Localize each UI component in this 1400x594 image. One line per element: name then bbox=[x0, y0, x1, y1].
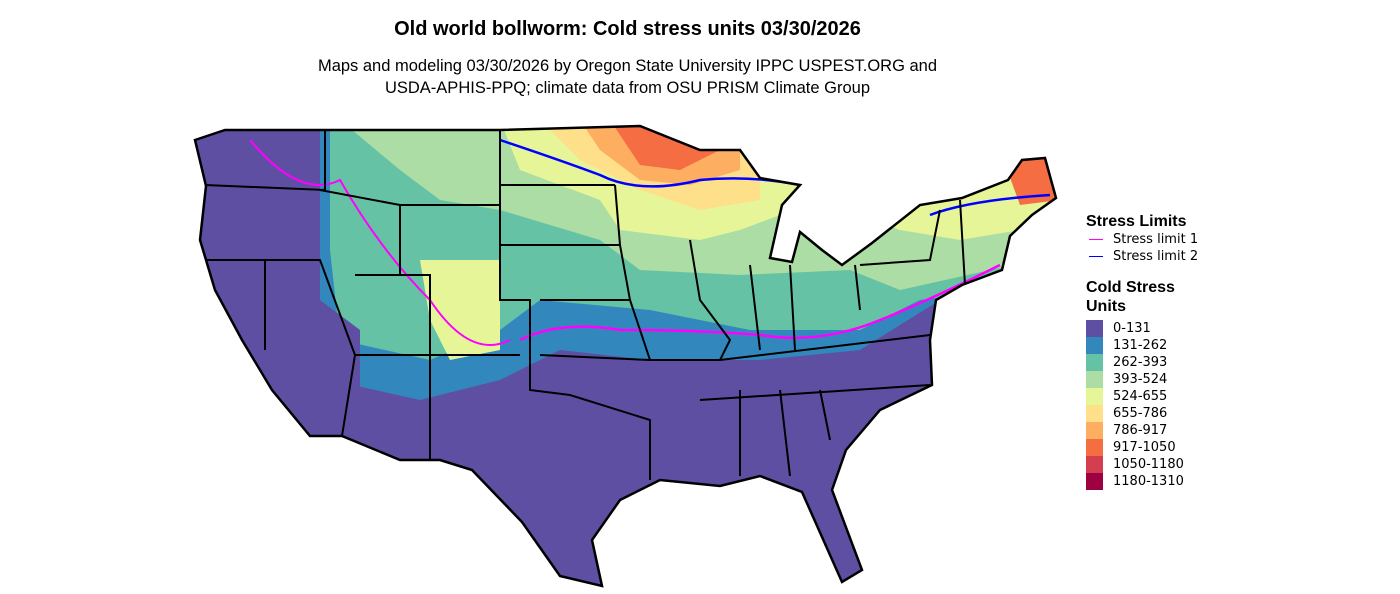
stress-limit-label: Stress limit 1 bbox=[1113, 232, 1199, 247]
state-boundaries bbox=[204, 130, 966, 480]
subtitle-line-2: USDA-APHIS-PPQ; climate data from OSU PR… bbox=[384, 79, 871, 97]
color-swatch bbox=[1086, 439, 1103, 456]
line-key bbox=[1089, 256, 1103, 257]
color-swatch bbox=[1086, 371, 1103, 388]
bin-label: 917-1050 bbox=[1113, 440, 1176, 455]
line-key bbox=[1089, 239, 1103, 240]
color-swatch bbox=[1086, 337, 1103, 354]
stress-limits-title: Stress Limits bbox=[1086, 213, 1187, 230]
bin-label: 262-393 bbox=[1113, 355, 1168, 370]
bin-label: 1050-1180 bbox=[1113, 457, 1184, 472]
color-swatch bbox=[1086, 388, 1103, 405]
stress-limit-item: Stress limit 2 bbox=[1086, 248, 1198, 265]
legend-bin: 524-655 bbox=[1086, 388, 1198, 405]
legend: Stress Limits Stress limit 1 Stress limit… bbox=[1086, 212, 1198, 490]
subtitle-line-1: Maps and modeling 03/30/2026 by Oregon S… bbox=[317, 57, 938, 75]
bin-label: 131-262 bbox=[1113, 338, 1168, 353]
legend-bin: 655-786 bbox=[1086, 405, 1198, 422]
legend-bin: 1050-1180 bbox=[1086, 456, 1198, 473]
bin-label: 524-655 bbox=[1113, 389, 1168, 404]
bin-label: 1180-1310 bbox=[1113, 474, 1184, 489]
map-subtitle: Maps and modeling 03/30/2026 by Oregon S… bbox=[0, 55, 1255, 99]
cold-stress-bins: 0-131 131-262 262-393 393-524 524-655 655-786… bbox=[1086, 320, 1198, 490]
legend-bin: 131-262 bbox=[1086, 337, 1198, 354]
cold-stress-units-title: Cold Stress Units bbox=[1086, 278, 1198, 316]
color-swatch bbox=[1086, 422, 1103, 439]
bin-label: 0-131 bbox=[1113, 321, 1151, 336]
legend-bin: 262-393 bbox=[1086, 354, 1198, 371]
band-524-655-rockies bbox=[420, 260, 500, 360]
map-title: Old world bollworm: Cold stress units 03… bbox=[394, 18, 861, 40]
color-swatch bbox=[1086, 354, 1103, 371]
legend-bin: 786-917 bbox=[1086, 422, 1198, 439]
color-swatch bbox=[1086, 456, 1103, 473]
stress-limit-2-line bbox=[499, 138, 801, 188]
legend-bin: 917-1050 bbox=[1086, 439, 1198, 456]
color-swatch bbox=[1086, 473, 1103, 490]
stress-limits-list: Stress limit 1 Stress limit 2 bbox=[1086, 231, 1198, 265]
units-title-line-1: Cold Stress bbox=[1086, 279, 1175, 296]
stress-limit-item: Stress limit 1 bbox=[1086, 231, 1198, 248]
units-title-line-2: Units bbox=[1086, 298, 1126, 315]
bin-label: 655-786 bbox=[1113, 406, 1168, 421]
legend-bin: 393-524 bbox=[1086, 371, 1198, 388]
legend-bin: 0-131 bbox=[1086, 320, 1198, 337]
stress-limit-label: Stress limit 2 bbox=[1113, 249, 1199, 264]
legend-bin: 1180-1310 bbox=[1086, 473, 1198, 490]
stress-limit-1-line bbox=[519, 263, 1001, 342]
stress-limit-1-line-west bbox=[249, 139, 511, 346]
color-swatch bbox=[1086, 405, 1103, 422]
color-swatch bbox=[1086, 320, 1103, 337]
bin-label: 393-524 bbox=[1113, 372, 1168, 387]
bin-label: 786-917 bbox=[1113, 423, 1168, 438]
